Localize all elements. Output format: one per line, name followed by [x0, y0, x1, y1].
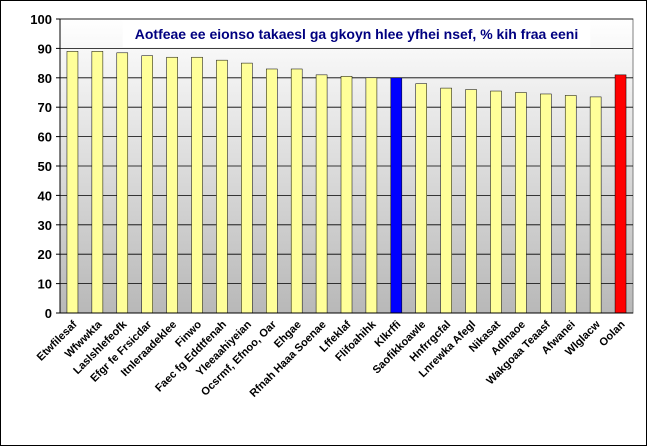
bar-hnfrrgcfal	[440, 87, 452, 314]
y-tick-label: 50	[38, 159, 52, 174]
y-tick-label: 0	[45, 306, 52, 321]
y-tick-label: 100	[30, 12, 52, 27]
bar-wakgoaa-teaasf	[540, 93, 552, 314]
bar-finwo	[191, 56, 203, 314]
bar-rfnah-haaa-soenae	[315, 74, 328, 314]
bar-flifoahihk	[365, 77, 378, 314]
bar-itnleraadeklee	[166, 56, 178, 314]
y-tick-label: 80	[38, 71, 52, 86]
bar-ehgae	[290, 68, 303, 314]
bar-faec-fg-eddtfenah	[216, 59, 228, 314]
y-tick-label: 90	[38, 41, 52, 56]
y-tick-label: 20	[38, 247, 52, 262]
y-tick-label: 30	[38, 218, 52, 233]
bar-nikasat	[490, 90, 502, 314]
bar-lffeklaf	[340, 76, 353, 314]
y-tick-label: 40	[38, 188, 52, 203]
y-tick-label: 10	[38, 277, 52, 292]
bar-wlglacw	[589, 96, 602, 314]
bar-laslshlefeofk	[116, 52, 129, 314]
bar-afwanei	[564, 95, 577, 314]
chart-title-box	[122, 20, 591, 47]
bar-efgr-fe-frsicdar	[141, 55, 153, 314]
x-tick-label: Oolan	[597, 318, 628, 349]
bar-saofikkoawle	[415, 83, 427, 314]
chart-title: Aotfeae ee eionso takaesl ga gkoyn hlee …	[135, 26, 579, 42]
bar-lnrewka-afegl	[465, 89, 477, 314]
bar-etwfilesaf	[66, 51, 79, 314]
bar-adlnaoe	[515, 92, 527, 314]
bar-yleeaahiyeian	[241, 62, 253, 314]
y-tick-label: 60	[38, 130, 52, 145]
bar-klkrffi	[390, 77, 403, 314]
y-tick-label: 70	[38, 100, 52, 115]
bar-oolan	[614, 74, 627, 314]
bar-wfwwkta	[91, 51, 104, 314]
bar-ocsrmf-efnoo-oar	[266, 68, 278, 314]
